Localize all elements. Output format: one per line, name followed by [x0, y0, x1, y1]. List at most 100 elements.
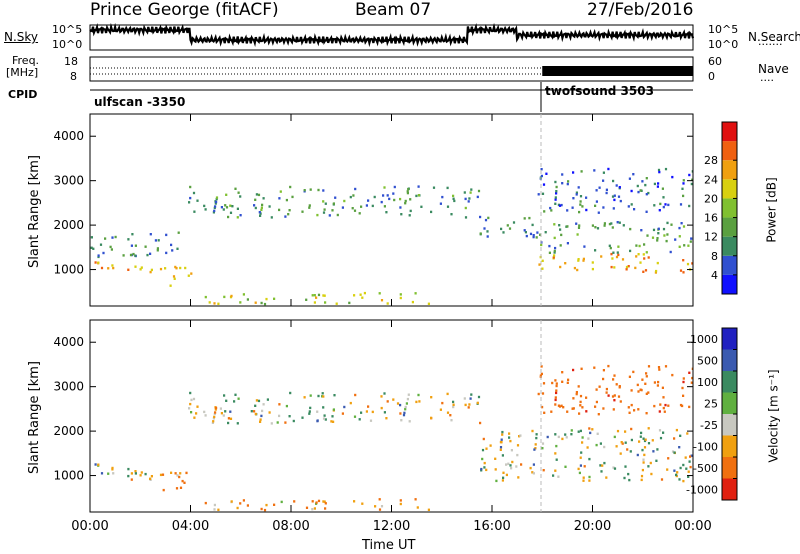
heatmap-cell	[548, 244, 551, 248]
colorbar-tick-label: 8	[711, 250, 718, 263]
heatmap-cell	[575, 193, 578, 196]
heatmap-cell	[632, 173, 635, 176]
heatmap-cell	[353, 500, 356, 503]
heatmap-cell	[554, 469, 557, 472]
heatmap-cell	[539, 374, 542, 377]
heatmap-cell	[678, 446, 681, 449]
heatmap-cell	[508, 227, 512, 230]
heatmap-cell	[664, 365, 668, 368]
heatmap-cell	[468, 197, 471, 200]
heatmap-cell	[537, 193, 540, 196]
heatmap-cell	[446, 411, 450, 414]
heatmap-cell	[378, 508, 382, 511]
heatmap-cell	[520, 463, 523, 466]
heatmap-cell	[652, 228, 656, 232]
heatmap-cell	[603, 222, 606, 225]
heatmap-cell	[602, 369, 605, 372]
colorbar-swatch	[722, 414, 737, 436]
heatmap-cell	[542, 183, 546, 186]
heatmap-cell	[208, 301, 211, 304]
heatmap-cell	[662, 396, 665, 399]
heatmap-cell	[688, 173, 691, 177]
heatmap-cell	[213, 415, 216, 419]
heatmap-cell	[690, 237, 693, 240]
heatmap-cell	[139, 474, 142, 477]
heatmap-cell	[541, 405, 544, 409]
heatmap-cell	[349, 401, 352, 405]
x-tick-label: 12:00	[373, 519, 410, 534]
heatmap-cell	[641, 378, 644, 381]
heatmap-cell	[529, 466, 532, 470]
heatmap-cell	[583, 245, 586, 248]
colorbar-tick-label: 25	[704, 397, 718, 410]
heatmap-cell	[309, 188, 312, 191]
heatmap-cell	[157, 239, 160, 242]
heatmap-cell	[682, 271, 685, 274]
heatmap-cell	[551, 381, 554, 385]
heatmap-cell	[190, 272, 193, 275]
heatmap-cell	[130, 472, 133, 475]
heatmap-cell	[559, 244, 562, 247]
heatmap-cell	[559, 228, 562, 231]
heatmap-cell	[594, 204, 597, 207]
heatmap-cell	[600, 255, 603, 258]
heatmap-cell	[225, 206, 229, 209]
heatmap-cell	[524, 231, 527, 234]
heatmap-cell	[653, 182, 656, 186]
cpid-segment-2: twofsound 3503	[545, 84, 654, 98]
heatmap-cell	[645, 193, 648, 196]
heatmap-cell	[273, 297, 276, 300]
heatmap-cell	[546, 435, 549, 439]
heatmap-cell	[404, 405, 407, 409]
cpid-label: CPID	[8, 88, 38, 101]
heatmap-cell	[644, 269, 648, 272]
heatmap-cell	[479, 421, 482, 425]
heatmap-cell	[253, 410, 256, 413]
heatmap-cell	[270, 422, 273, 425]
heatmap-cell	[643, 439, 647, 443]
heatmap-cell	[682, 380, 685, 384]
heatmap-cell	[588, 475, 591, 479]
heatmap-cell	[605, 191, 608, 195]
heatmap-cell	[675, 428, 678, 432]
heatmap-cell	[285, 404, 288, 408]
heatmap-cell	[259, 214, 262, 217]
heatmap-cell	[557, 475, 560, 478]
heatmap-cell	[188, 407, 191, 410]
colorbar-swatch	[722, 217, 737, 237]
y-tick-label: 3000	[53, 174, 84, 188]
heatmap-cell	[620, 441, 623, 444]
heatmap-cell	[311, 294, 314, 297]
heatmap-cell	[566, 209, 569, 212]
heatmap-cell	[259, 418, 262, 421]
heatmap-cell	[645, 375, 648, 378]
heatmap-cell	[685, 467, 688, 470]
heatmap-cell	[359, 293, 362, 296]
heatmap-cell	[229, 204, 232, 207]
heatmap-cell	[582, 257, 585, 261]
heatmap-cell	[322, 500, 325, 503]
heatmap-cell	[525, 234, 528, 238]
heatmap-cell	[647, 465, 650, 468]
heatmap-cell	[111, 236, 114, 239]
heatmap-cell	[324, 502, 327, 505]
heatmap-cell	[107, 472, 110, 475]
heatmap-cell	[409, 198, 412, 201]
heatmap-cell	[388, 197, 391, 201]
heatmap-cell	[642, 253, 645, 256]
heatmap-cell	[657, 380, 660, 384]
nsky-trace	[89, 22, 695, 48]
heatmap-cell	[150, 475, 153, 478]
heatmap-cell	[322, 406, 325, 409]
heatmap-cell	[149, 252, 152, 255]
heatmap-cell	[662, 205, 665, 209]
heatmap-cell	[441, 195, 444, 199]
heatmap-cell	[598, 186, 601, 189]
heatmap-cell	[239, 301, 242, 304]
heatmap-cell	[602, 377, 605, 381]
heatmap-cell	[134, 470, 137, 473]
heatmap-cell	[555, 384, 558, 388]
heatmap-cell	[541, 442, 545, 445]
heatmap-cell	[170, 243, 173, 247]
heatmap-cell	[224, 410, 227, 413]
